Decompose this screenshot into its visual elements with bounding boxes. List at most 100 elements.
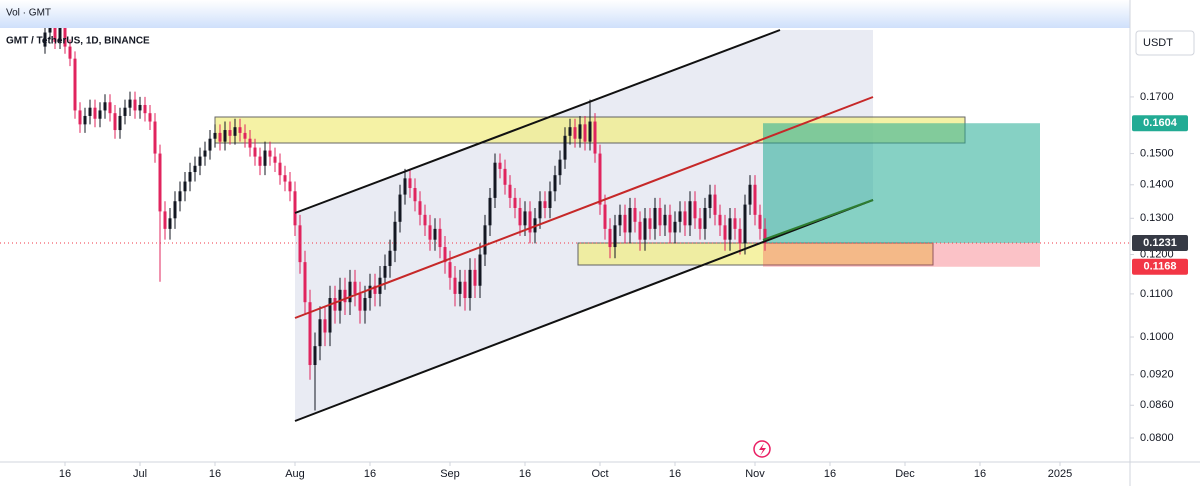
candle-body <box>343 289 347 303</box>
candle-body <box>483 225 487 255</box>
candle-body <box>618 214 622 226</box>
candle-body <box>118 115 122 131</box>
y-tick-label: 0.0800 <box>1140 432 1174 444</box>
candle-body <box>218 132 222 142</box>
candle-body <box>68 46 72 59</box>
candle-body <box>168 218 172 229</box>
candle-body <box>763 228 767 243</box>
candle-body <box>283 175 287 182</box>
candle-body <box>93 107 97 119</box>
price-badge-label: 0.1604 <box>1143 117 1178 129</box>
candle-body <box>698 218 702 229</box>
candle-body <box>688 201 692 226</box>
y-tick-label: 0.1400 <box>1140 179 1174 191</box>
support-zone <box>577 242 934 266</box>
y-tick-label: 0.1100 <box>1140 288 1173 300</box>
candle-body <box>463 281 467 299</box>
candle-body <box>148 113 152 122</box>
candle-body <box>643 218 647 240</box>
candle-body <box>163 211 167 229</box>
candle-body <box>303 262 307 303</box>
candle-body <box>568 127 572 136</box>
candle-body <box>733 218 737 229</box>
candle-body <box>473 269 477 286</box>
candle-body <box>393 221 397 251</box>
candle-body <box>603 204 607 229</box>
chart-title: GMT / TetherUS, 1D, BINANCE <box>6 36 150 47</box>
candle-body <box>728 218 732 240</box>
candle-body <box>398 194 402 222</box>
x-tick-label: Jul <box>133 468 147 480</box>
candle-body <box>328 298 332 333</box>
candle-body <box>203 150 207 157</box>
candle-body <box>458 281 462 294</box>
currency-box[interactable] <box>1135 30 1195 56</box>
candle-body <box>553 175 557 192</box>
plot-area <box>0 30 1130 421</box>
candle-body <box>333 298 337 311</box>
candle-body <box>108 102 112 114</box>
candle-body <box>213 132 217 139</box>
candles <box>43 28 767 411</box>
candle-body <box>418 201 422 215</box>
candle-body <box>243 132 247 139</box>
x-tick-label: Nov <box>745 468 765 480</box>
candle-body <box>383 265 387 278</box>
candle-body <box>43 32 47 47</box>
candle-body <box>453 277 457 294</box>
candle-body <box>278 162 282 176</box>
candle-body <box>138 104 142 111</box>
candle-body <box>498 162 502 169</box>
drawings <box>294 29 874 422</box>
candle-body <box>198 156 202 166</box>
candle-body <box>713 194 717 215</box>
candle-body <box>268 150 272 157</box>
candle-body <box>48 28 52 33</box>
candle-body <box>648 218 652 229</box>
candle-body <box>288 181 292 192</box>
x-tick-label: Oct <box>591 468 608 480</box>
candle-body <box>543 201 547 208</box>
candle-body <box>528 211 532 233</box>
candle-body <box>318 319 322 347</box>
candle-body <box>633 207 637 222</box>
candle-body <box>308 302 312 366</box>
top-bar <box>0 0 1130 28</box>
candle-body <box>448 262 452 278</box>
candle-body <box>638 221 642 240</box>
candle-body <box>223 130 227 142</box>
candle-body <box>323 319 327 333</box>
candle-body <box>693 201 697 219</box>
candle-body <box>298 225 302 263</box>
candle-body <box>723 225 727 240</box>
y-tick-label: 0.1000 <box>1140 331 1174 343</box>
candle-body <box>513 197 517 208</box>
candle-body <box>673 221 677 233</box>
alert-icon[interactable] <box>753 440 771 458</box>
candle-body <box>183 181 187 192</box>
candle-body <box>133 99 137 111</box>
candle-body <box>158 153 162 212</box>
candle-body <box>208 138 212 151</box>
price-badge <box>1132 115 1188 132</box>
candle-body <box>313 346 317 366</box>
price-badge <box>1132 234 1188 251</box>
candle-body <box>468 269 472 299</box>
candle-body <box>478 254 482 286</box>
candle-body <box>623 214 627 233</box>
candle-body <box>353 281 357 294</box>
candle-body <box>613 225 617 248</box>
candle-body <box>563 135 567 160</box>
y-tick-label: 0.1500 <box>1140 147 1174 159</box>
x-tick-label: 16 <box>974 468 986 480</box>
price-badge <box>1132 258 1188 275</box>
candle-body <box>598 153 602 205</box>
candle-body <box>403 178 407 195</box>
candle-body <box>188 172 192 182</box>
candle-body <box>443 247 447 263</box>
candle-body <box>348 281 352 303</box>
alert-bolt <box>759 443 766 456</box>
candle-body <box>83 115 87 125</box>
